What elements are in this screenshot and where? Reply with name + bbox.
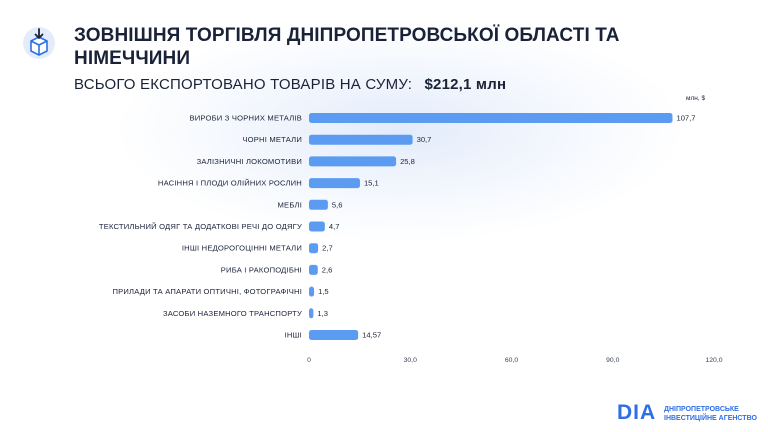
bar — [309, 308, 314, 319]
x-tick-label: 30,0 — [404, 357, 417, 364]
value-label: 2,6 — [322, 265, 333, 274]
value-label: 15,1 — [364, 179, 379, 188]
bar — [309, 243, 319, 254]
category-label: ВИРОБИ З ЧОРНИХ МЕТАЛІВ — [190, 114, 303, 123]
category-label: ІНШІ — [285, 331, 302, 340]
value-label: 107,7 — [676, 114, 695, 123]
export-total-value: $212,1 млн — [424, 76, 507, 93]
value-label: 4,7 — [329, 222, 340, 231]
category-label: МЕБЛІ — [278, 200, 302, 209]
bar — [309, 330, 359, 340]
value-label: 30,7 — [417, 135, 432, 144]
value-label: 2,7 — [322, 244, 333, 253]
agency-name-line1: ДНІПРОПЕТРОВСЬКЕ — [664, 406, 739, 413]
category-label: РИБА І РАКОПОДІБНІ — [221, 265, 302, 274]
value-label: 14,57 — [362, 331, 381, 340]
bar — [309, 286, 315, 297]
category-label: НАСІННЯ І ПЛОДИ ОЛІЙНИХ РОСЛИН — [158, 179, 302, 188]
bar — [309, 113, 673, 123]
x-tick-label: 60,0 — [505, 357, 518, 364]
bar — [309, 134, 413, 145]
value-label: 25,8 — [400, 157, 415, 166]
x-tick-label: 0 — [307, 357, 311, 364]
bar — [309, 221, 325, 232]
category-label: ІНШІ НЕДОРОГОЦІННІ МЕТАЛИ — [182, 244, 302, 253]
bar — [309, 156, 397, 167]
unit-label: млн, $ — [686, 95, 706, 102]
export-total: ВСЬОГО ЕКСПОРТОВАНО ТОВАРІВ НА СУМУ: $21… — [74, 76, 506, 93]
export-box-icon — [23, 27, 55, 59]
bar — [309, 178, 360, 189]
dia-logo: DIA — [617, 401, 657, 424]
category-label: ЧОРНІ МЕТАЛИ — [242, 135, 302, 144]
value-label: 5,6 — [332, 200, 343, 209]
export-total-label: ВСЬОГО ЕКСПОРТОВАНО ТОВАРІВ НА СУМУ: — [74, 76, 413, 93]
agency-name-line2: ІНВЕСТИЦІЙНЕ АГЕНСТВО — [664, 415, 757, 422]
value-label: 1,5 — [318, 287, 329, 296]
x-tick-label: 90,0 — [606, 357, 619, 364]
bar — [309, 264, 318, 275]
category-label: ПРИЛАДИ ТА АПАРАТИ ОПТИЧНІ, ФОТОГРАФІЧНІ — [112, 287, 302, 296]
x-tick-label: 120,0 — [705, 357, 722, 364]
category-label: ЗАЛІЗНИЧНІ ЛОКОМОТИВИ — [197, 157, 302, 166]
page-title: ЗОВНІШНЯ ТОРГІВЛЯ ДНІПРОПЕТРОВСЬКОЇ ОБЛА… — [74, 25, 620, 69]
value-label: 1,3 — [317, 309, 328, 318]
agency-name: ДНІПРОПЕТРОВСЬКЕ ІНВЕСТИЦІЙНЕ АГЕНСТВО — [664, 405, 764, 423]
category-label: ЗАСОБИ НАЗЕМНОГО ТРАНСПОРТУ — [163, 309, 302, 318]
bar — [309, 199, 328, 210]
category-label: ТЕКСТИЛЬНИЙ ОДЯГ ТА ДОДАТКОВІ РЕЧІ ДО ОД… — [99, 222, 302, 231]
